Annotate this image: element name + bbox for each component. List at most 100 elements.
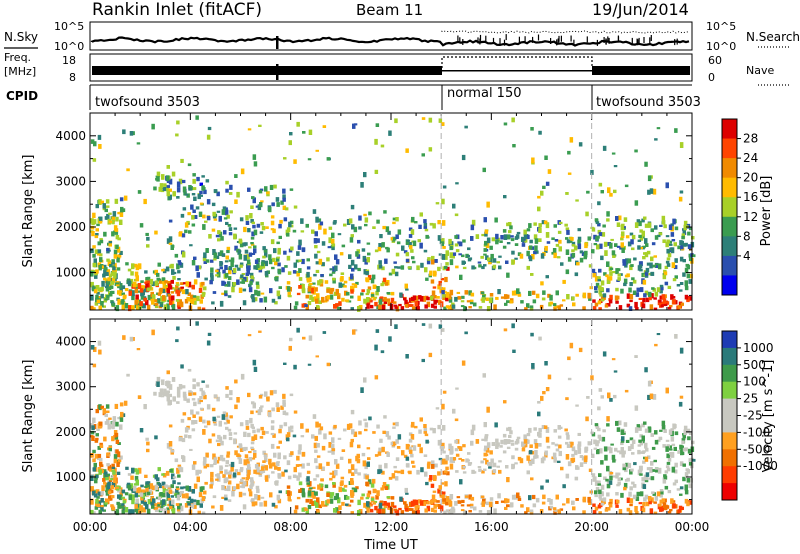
- power-cell: [98, 220, 103, 224]
- velocity-cell: [348, 469, 352, 474]
- velocity-cell: [166, 390, 170, 394]
- power-cell: [583, 251, 588, 258]
- velocity-cell: [688, 483, 692, 489]
- velocity-cell: [215, 474, 219, 477]
- velocity-cell: [221, 457, 226, 462]
- velocity-cell: [366, 507, 370, 513]
- velocity-cell: [104, 502, 108, 505]
- power-cell: [271, 298, 276, 303]
- velocity-cell: [390, 501, 395, 508]
- velocity-cell: [202, 419, 206, 424]
- power-cell: [114, 231, 119, 235]
- power-cell: [116, 267, 121, 271]
- velocity-cell: [627, 446, 632, 451]
- power-cell: [270, 239, 275, 245]
- power-cell: [541, 297, 546, 301]
- power-cell: [408, 227, 413, 231]
- velocity-cell: [400, 510, 405, 515]
- date-title: 19/Jun/2014: [592, 0, 689, 19]
- power-cell: [298, 239, 302, 246]
- power-cell: [488, 262, 492, 265]
- velocity-cell: [192, 378, 196, 382]
- power-cell: [105, 287, 110, 292]
- velocity-cell: [390, 496, 395, 500]
- power-cell: [180, 213, 185, 218]
- velocity-cell: [555, 494, 559, 500]
- power-cell: [100, 293, 104, 299]
- velocity-cell: [534, 450, 538, 456]
- velocity-cell: [221, 414, 226, 420]
- power-cell: [321, 296, 325, 303]
- power-cell: [396, 241, 401, 245]
- power-cell: [105, 199, 110, 204]
- power-cell: [503, 234, 508, 240]
- velocity-cell: [530, 332, 534, 337]
- power-cell: [625, 235, 630, 239]
- power-cell: [210, 275, 214, 282]
- power-cell: [119, 211, 124, 217]
- velocity-cell: [533, 439, 538, 445]
- velocity-cell: [111, 421, 115, 428]
- velocity-cell: [539, 509, 544, 513]
- power-cell: [466, 254, 470, 258]
- velocity-cell: [137, 395, 142, 399]
- velocity-cell: [419, 500, 424, 506]
- power-cell: [184, 193, 189, 196]
- velocity-cell: [587, 441, 591, 446]
- velocity-cell: [664, 470, 669, 474]
- velocity-cell: [219, 465, 223, 471]
- velocity-cell: [346, 496, 350, 500]
- velocity-cell: [245, 420, 249, 426]
- velocity-cell: [333, 424, 337, 429]
- velocity-cell: [623, 486, 627, 491]
- velocity-cell: [204, 425, 208, 428]
- power-cell: [648, 295, 652, 301]
- velocity-cell: [594, 494, 598, 498]
- xtick-label: 04:00: [173, 520, 208, 534]
- velocity-cell: [329, 498, 334, 504]
- power-cell: [488, 259, 492, 264]
- power-cell: [184, 298, 189, 304]
- nsearch-spike: [537, 34, 540, 41]
- velocity-cell: [526, 507, 530, 513]
- velocity-cell: [250, 423, 254, 428]
- velocity-cell: [461, 459, 465, 462]
- power-cell: [213, 258, 217, 261]
- power-cell: [301, 247, 306, 253]
- power-cell: [276, 257, 280, 262]
- power-cell: [506, 222, 510, 227]
- power-cell: [131, 294, 135, 301]
- velocity-cell: [259, 470, 264, 474]
- nsearch-spike: [636, 38, 638, 45]
- velocity-cell: [316, 510, 320, 513]
- power-cell: [523, 229, 527, 236]
- velocity-cell: [481, 470, 485, 474]
- velocity-cell: [678, 401, 683, 407]
- velocity-cell: [282, 393, 286, 399]
- velocity-cell: [167, 498, 172, 501]
- power-cell: [604, 250, 608, 256]
- velocity-cell: [441, 494, 445, 499]
- velocity-cell: [326, 461, 330, 466]
- power-cell: [264, 271, 269, 276]
- velocity-cell: [459, 479, 463, 485]
- power-cell: [598, 289, 602, 295]
- power-cell: [607, 187, 611, 194]
- power-cell: [121, 285, 126, 290]
- velocity-cell: [209, 484, 213, 489]
- velocity-cell: [250, 410, 254, 415]
- velocity-cell: [566, 444, 571, 448]
- velocity-cell: [392, 442, 397, 446]
- velocity-cell: [177, 474, 181, 478]
- velocity-cell: [243, 459, 247, 466]
- power-cell: [597, 279, 601, 282]
- velocity-cell: [192, 414, 196, 418]
- power-cell: [201, 185, 205, 191]
- velocity-cell: [379, 500, 384, 503]
- velocity-cell: [467, 452, 471, 455]
- velocity-cell: [670, 451, 675, 458]
- velocity-cell: [230, 465, 234, 472]
- velocity-cell: [238, 443, 243, 449]
- velocity-cell: [445, 454, 449, 461]
- velocity-cell: [283, 362, 287, 365]
